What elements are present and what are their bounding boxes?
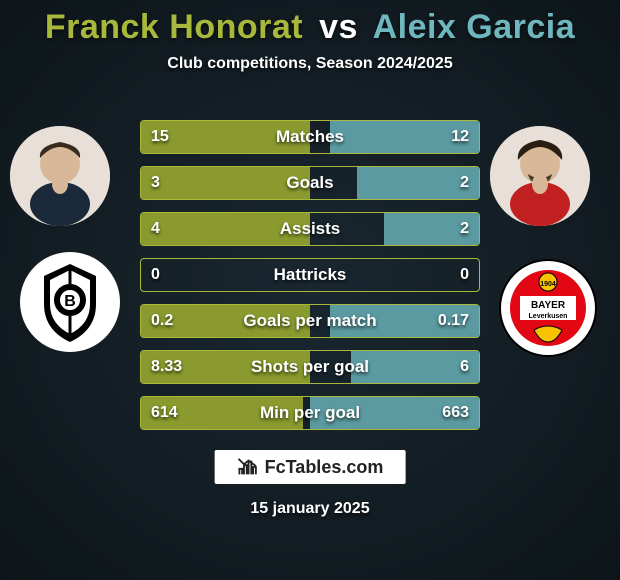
stat-row: 0 Hattricks 0 xyxy=(140,258,480,292)
svg-text:1904: 1904 xyxy=(540,281,556,288)
stat-value-right: 2 xyxy=(460,174,469,192)
stat-row: 0.2 Goals per match 0.17 xyxy=(140,304,480,338)
stat-value-right: 6 xyxy=(460,358,469,376)
subtitle: Club competitions, Season 2024/2025 xyxy=(0,55,620,73)
date-text: 15 january 2025 xyxy=(250,500,369,518)
club-logo-right: BAYER Leverkusen 1904 xyxy=(498,258,598,358)
title-player-left: Franck Honorat xyxy=(45,8,303,46)
stat-row: 8.33 Shots per goal 6 xyxy=(140,350,480,384)
stat-row: 15 Matches 12 xyxy=(140,120,480,154)
player-avatar-left xyxy=(10,126,110,226)
player-avatar-right xyxy=(490,126,590,226)
stat-value-left: 8.33 xyxy=(151,358,182,376)
stat-label: Goals per match xyxy=(243,311,376,331)
stat-value-left: 0.2 xyxy=(151,312,173,330)
stats-container: 15 Matches 12 3 Goals 2 4 Assists 2 0 Hattricks 0 0.… xyxy=(140,120,480,442)
stat-label: Min per goal xyxy=(260,403,360,423)
stat-label: Matches xyxy=(276,127,344,147)
stat-value-left: 4 xyxy=(151,220,160,238)
stat-value-left: 614 xyxy=(151,404,178,422)
stat-label: Assists xyxy=(280,219,340,239)
title-player-right: Aleix Garcia xyxy=(373,8,576,46)
svg-text:BAYER: BAYER xyxy=(531,300,566,311)
watermark: FcTables.com xyxy=(215,450,406,484)
stat-label: Shots per goal xyxy=(251,357,369,377)
stat-label: Goals xyxy=(286,173,333,193)
stat-value-right: 0.17 xyxy=(438,312,469,330)
stat-row: 3 Goals 2 xyxy=(140,166,480,200)
stat-value-right: 0 xyxy=(460,266,469,284)
stat-value-left: 3 xyxy=(151,174,160,192)
stat-value-left: 0 xyxy=(151,266,160,284)
stat-fill-left xyxy=(141,167,310,199)
chart-icon xyxy=(237,456,259,478)
stat-row: 614 Min per goal 663 xyxy=(140,396,480,430)
page-title: Franck Honorat vs Aleix Garcia xyxy=(0,0,620,47)
title-vs: vs xyxy=(319,8,358,46)
stat-row: 4 Assists 2 xyxy=(140,212,480,246)
stat-value-right: 12 xyxy=(451,128,469,146)
stat-value-right: 2 xyxy=(460,220,469,238)
svg-text:Leverkusen: Leverkusen xyxy=(529,313,568,320)
stat-label: Hattricks xyxy=(274,265,347,285)
stat-value-right: 663 xyxy=(442,404,469,422)
watermark-text: FcTables.com xyxy=(265,457,384,478)
stat-value-left: 15 xyxy=(151,128,169,146)
svg-text:B: B xyxy=(64,293,76,310)
club-logo-left: B xyxy=(20,252,120,352)
